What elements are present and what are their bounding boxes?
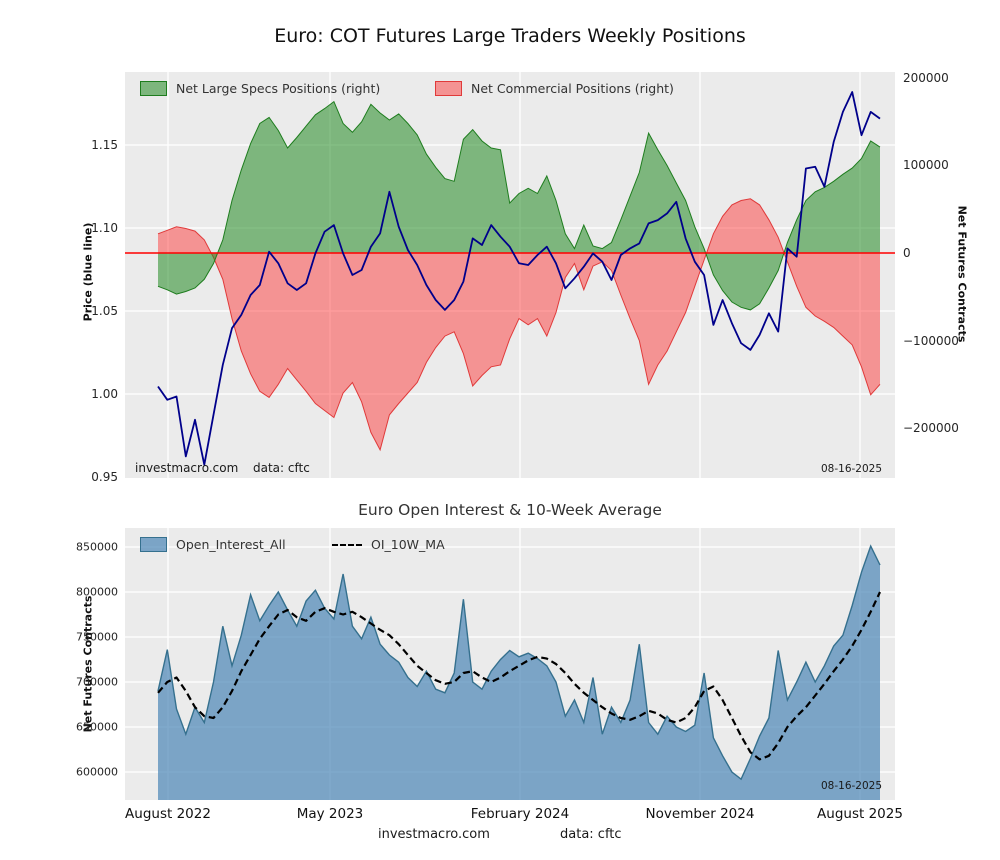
price-axis-tick: 0.95 — [91, 470, 118, 484]
contracts-axis-tick: 0 — [903, 246, 911, 260]
dashed-line-swatch-icon — [332, 543, 362, 546]
contracts-axis-tick: 200000 — [903, 71, 949, 85]
legend-net-commercials: Net Commercial Positions (right) — [435, 81, 674, 96]
legend-label: Net Commercial Positions (right) — [471, 81, 674, 96]
green-area-swatch-icon — [140, 81, 167, 96]
oi-axis-tick: 750000 — [76, 630, 118, 644]
bottom-chart-title: Euro Open Interest & 10-Week Average — [358, 501, 662, 519]
contracts-axis-tick: 100000 — [903, 158, 949, 172]
oi-axis-tick: 800000 — [76, 585, 118, 599]
red-area-swatch-icon — [435, 81, 462, 96]
price-axis-tick: 1.10 — [91, 221, 118, 235]
date-axis-tick: May 2023 — [296, 806, 364, 822]
legend-label: Net Large Specs Positions (right) — [176, 81, 381, 96]
report-date: 08-16-2025 — [821, 463, 883, 475]
top-chart-title: Euro: COT Futures Large Traders Weekly P… — [274, 25, 746, 47]
bottom-left-axis-label: Net Futures Contracts — [81, 595, 95, 733]
top-right-axis-label: Net Futures Contracts — [955, 205, 969, 343]
legend-oi-ma: OI_10W_MA — [332, 537, 445, 552]
legend-open-interest: Open_Interest_All — [140, 537, 286, 552]
watermark-text: investmacro.com — [135, 461, 239, 475]
date-axis-tick: February 2024 — [470, 806, 570, 822]
contracts-axis-tick: −200000 — [903, 421, 959, 435]
data-source-text: data: cftc — [253, 461, 310, 475]
oi-axis-tick: 600000 — [76, 765, 118, 779]
price-axis-tick: 1.05 — [91, 304, 118, 318]
legend-label: OI_10W_MA — [371, 537, 445, 552]
oi-axis-tick: 700000 — [76, 675, 118, 689]
contracts-axis-tick: −100000 — [903, 334, 959, 348]
date-axis-tick: November 2024 — [645, 806, 755, 822]
legend-net-large-specs: Net Large Specs Positions (right) — [140, 81, 380, 96]
price-axis-tick: 1.00 — [91, 387, 118, 401]
legend-label: Open_Interest_All — [176, 537, 286, 552]
footer-data-source: data: cftc — [560, 827, 622, 842]
oi-axis-tick: 850000 — [76, 540, 118, 554]
price-axis-tick: 1.15 — [91, 138, 118, 152]
date-axis-tick: August 2025 — [817, 806, 903, 822]
blue-area-swatch-icon — [140, 537, 167, 552]
report-date: 08-16-2025 — [821, 780, 883, 792]
date-axis-tick: August 2022 — [125, 806, 211, 822]
oi-axis-tick: 650000 — [76, 720, 118, 734]
footer-watermark: investmacro.com — [378, 827, 490, 842]
